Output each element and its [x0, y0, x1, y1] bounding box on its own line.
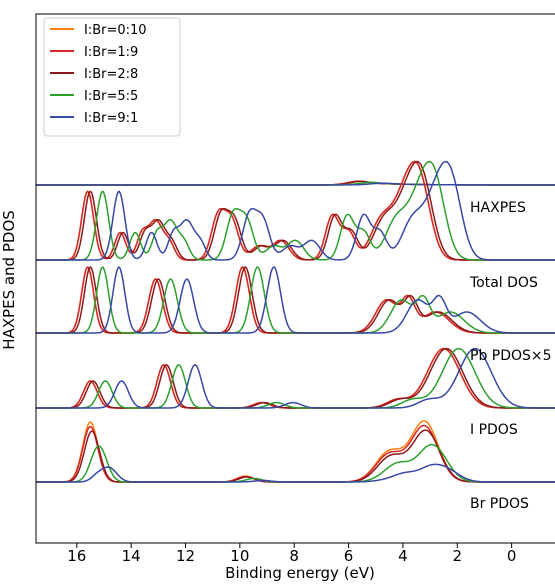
curves-layer — [36, 160, 555, 483]
x-tick-label: 0 — [507, 547, 517, 565]
legend-box — [43, 17, 181, 137]
x-ticks: 16 14 12 10 8 6 4 2 0 — [67, 543, 516, 565]
y-axis-title: HAXPES and PDOS — [0, 210, 18, 350]
x-tick-label: 6 — [344, 547, 354, 565]
x-axis-title: Binding energy (eV) — [225, 564, 375, 582]
plot-frame — [35, 13, 555, 544]
legend: I:Br=0:10 I:Br=1:9 I:Br=2:8 I:Br=5:5 I:Br=9:… — [43, 17, 181, 137]
x-tick-label: 2 — [453, 547, 463, 565]
series-line-br_pdos-3 — [36, 443, 555, 483]
series-line-br_pdos-4 — [36, 463, 555, 483]
legend-entry: I:Br=9:1 — [84, 111, 138, 126]
series-line-i_pdos-4 — [36, 347, 555, 409]
x-tick-label: 10 — [230, 547, 249, 565]
panel-label-i_pdos: I PDOS — [470, 422, 518, 438]
series-line-total_dos-4 — [36, 160, 555, 261]
panel-label-haxpes: HAXPES — [470, 200, 526, 216]
panel-label-total_dos: Total DOS — [469, 275, 538, 291]
panel-label-br_pdos: Br PDOS — [470, 496, 529, 512]
panel-label-pb_pdos: Pb PDOS×5 — [470, 348, 552, 364]
x-tick-label: 12 — [176, 547, 195, 565]
panel-labels: HAXPES Total DOS Pb PDOS×5 I PDOS Br PDOS — [469, 200, 552, 512]
x-tick-label: 8 — [289, 547, 299, 565]
series-line-i_pdos-3 — [36, 347, 555, 409]
legend-entry: I:Br=1:9 — [84, 45, 138, 60]
legend-entry: I:Br=0:10 — [84, 23, 147, 38]
legend-entry: I:Br=2:8 — [84, 67, 138, 82]
x-tick-label: 4 — [398, 547, 408, 565]
series-line-total_dos-3 — [36, 160, 555, 261]
x-tick-label: 16 — [67, 547, 86, 565]
legend-entry: I:Br=5:5 — [84, 89, 138, 104]
x-tick-label: 14 — [122, 547, 141, 565]
series-line-pb_pdos-4 — [36, 266, 555, 334]
series-line-haxpes-4 — [36, 182, 555, 186]
